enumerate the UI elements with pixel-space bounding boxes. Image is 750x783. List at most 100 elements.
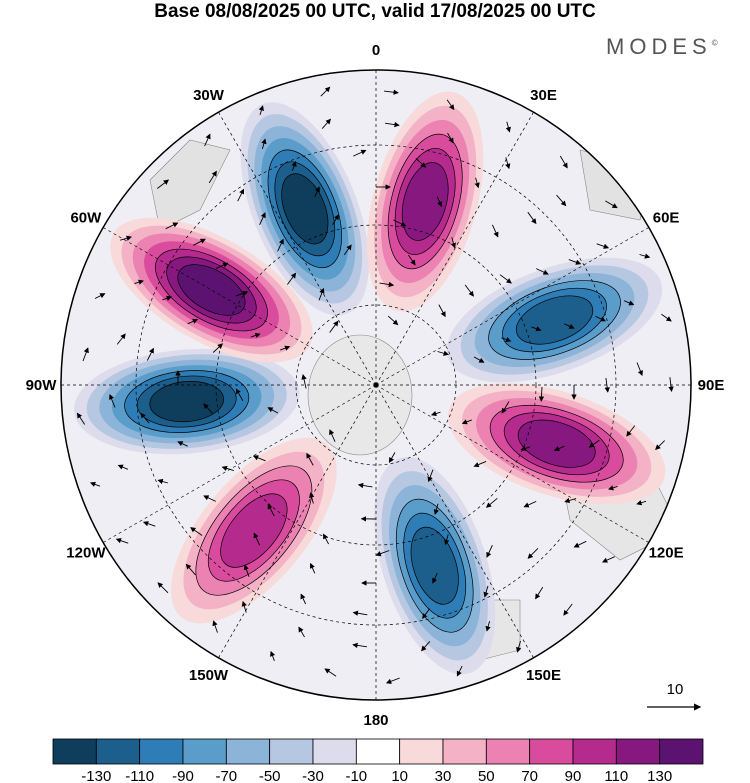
- lon-label-60e: 60E: [653, 210, 680, 227]
- wind-vector: [291, 160, 297, 171]
- reference-vector: 10: [647, 681, 702, 711]
- colorbar-tick-label: 110: [604, 768, 628, 783]
- wind-vector: [605, 200, 618, 209]
- colorbar-segment: [615, 738, 661, 765]
- wind-vector: [357, 482, 373, 489]
- wind-vector: [140, 412, 150, 424]
- wind-vector: [636, 362, 643, 377]
- wind-vector: [433, 503, 439, 515]
- anomaly-contour: [177, 264, 246, 316]
- chart-title: Base 08/08/2025 00 UTC, valid 17/08/2025…: [154, 1, 596, 22]
- wind-vector: [668, 377, 674, 392]
- wind-vector: [430, 410, 441, 417]
- colorbar-segment: [659, 738, 704, 765]
- colorbar-tick-label: -70: [215, 768, 237, 783]
- wind-vector: [280, 345, 291, 351]
- wind-vector: [352, 642, 367, 649]
- wind-vector: [535, 586, 544, 600]
- wind-vector: [485, 620, 491, 632]
- wind-vector: [243, 564, 250, 577]
- colorbar-segment: [182, 738, 227, 765]
- wind-vector: [252, 455, 266, 462]
- colorbar-tick-label: 70: [521, 768, 538, 783]
- wind-vector: [208, 170, 217, 184]
- wind-vector: [115, 538, 129, 544]
- wind-vector: [655, 440, 666, 451]
- colorbar-segment: [312, 738, 357, 765]
- wind-vector: [215, 262, 229, 270]
- wind-vector: [422, 608, 430, 620]
- lon-label-180: 180: [363, 712, 388, 729]
- meridian-line: [103, 384, 377, 543]
- wind-vector: [259, 212, 266, 225]
- wind-vector: [538, 386, 545, 402]
- wind-vector: [384, 89, 399, 95]
- wind-vector: [165, 222, 179, 230]
- wind-vector: [527, 547, 539, 559]
- wind-vector: [623, 300, 635, 306]
- latitude-circle: [295, 304, 457, 466]
- wind-vector: [516, 640, 522, 653]
- wind-vector: [301, 374, 307, 389]
- wind-vector: [499, 274, 512, 284]
- wind-vector: [421, 641, 431, 652]
- wind-vector: [203, 495, 216, 502]
- anomaly-center-negative-2: [446, 257, 663, 383]
- anomaly-center-positive-3: [448, 383, 666, 505]
- wind-vector: [523, 500, 537, 508]
- anomaly-center-negative-4: [374, 457, 496, 675]
- anomaly-contour: [515, 295, 594, 345]
- wind-vector: [486, 545, 493, 558]
- wind-vector: [626, 425, 636, 437]
- wind-vector: [639, 253, 651, 259]
- wind-vector: [185, 563, 196, 576]
- meridian-line: [218, 112, 377, 386]
- logo-copyright: ©: [711, 38, 718, 48]
- wind-vector: [329, 320, 339, 333]
- lon-label-120e: 120E: [649, 545, 684, 562]
- wind-vector: [82, 347, 89, 362]
- lon-label-60w: 60W: [70, 210, 102, 227]
- wind-vector: [427, 469, 434, 483]
- anomaly-contour: [410, 526, 459, 605]
- anomaly-field: [74, 91, 666, 675]
- lon-label-0: 0: [372, 42, 380, 59]
- colorbar-tick-label: 130: [647, 768, 672, 783]
- wind-vector: [89, 481, 101, 487]
- colorbar-segment: [355, 738, 401, 765]
- wind-vector: [444, 534, 450, 546]
- meridian-line: [375, 227, 649, 386]
- wind-vector: [573, 540, 587, 548]
- wind-vector: [393, 219, 407, 227]
- colorbar-segment: [52, 738, 97, 765]
- wind-vector: [157, 179, 170, 189]
- wind-vector: [437, 350, 449, 356]
- wind-vector: [204, 133, 211, 147]
- wind-vector: [432, 573, 438, 584]
- colorbar-segment: [442, 738, 487, 765]
- colorbar-tick-label: -50: [259, 768, 281, 783]
- wind-vector: [142, 521, 156, 527]
- meridian-line: [375, 384, 534, 658]
- colorbar-segment: [485, 738, 531, 765]
- map-boundary: [60, 69, 692, 701]
- wind-vector: [415, 158, 427, 168]
- wind-vector: [505, 121, 511, 133]
- anomaly-contour: [149, 381, 224, 423]
- colorbar-tick-label: 10: [391, 768, 408, 783]
- anomaly-center-positive-5: [171, 437, 337, 624]
- latitude-circle: [215, 224, 537, 546]
- wind-vector: [306, 452, 314, 466]
- anomaly-contour: [401, 162, 449, 241]
- wind-vector: [258, 105, 264, 116]
- wind-vector: [491, 224, 499, 238]
- map-disk: [61, 70, 691, 700]
- wind-vector: [636, 500, 647, 506]
- colorbar-tick-label: 90: [565, 768, 582, 783]
- wind-vector: [190, 527, 203, 536]
- colorbar-tick-label: -10: [345, 768, 367, 783]
- wind-vector: [343, 244, 352, 256]
- wind-vector: [237, 188, 245, 202]
- meridian-line: [218, 384, 377, 658]
- wind-vector: [608, 485, 618, 491]
